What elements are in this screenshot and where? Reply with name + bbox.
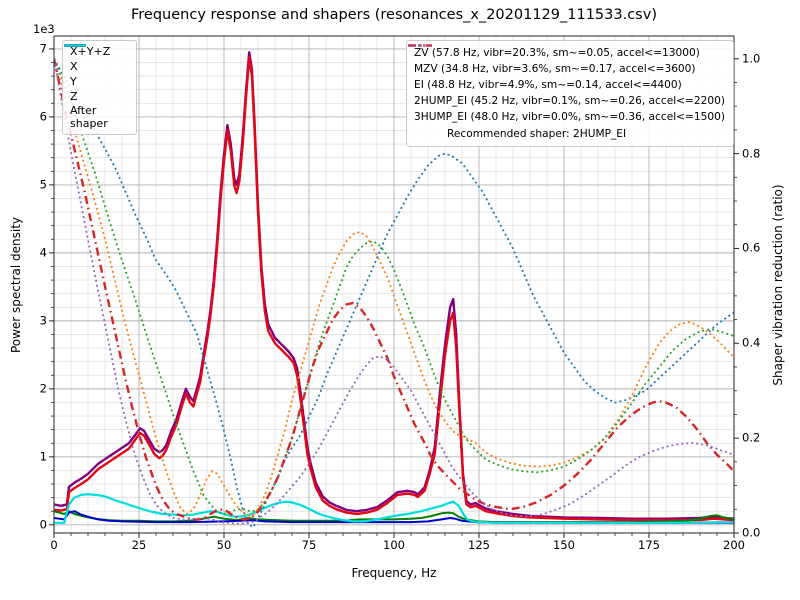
y-left-tick-3: 3 [39,313,47,328]
legend-data-series: X+Y+Z X Y Z After shaper [62,40,137,136]
series-x [54,55,734,522]
x-axis-label: Frequency, Hz [351,566,437,580]
axes-spines-ticks [49,35,739,538]
y-left-tick-6: 6 [39,109,47,124]
series-zv [54,58,734,529]
legend-item-label: Z [70,90,78,104]
legend-item-label: 3HUMP_EI (48.0 Hz, vibr=0.0%, sm~=0.36, … [414,111,725,124]
legend-item-3hump-ei: 3HUMP_EI (48.0 Hz, vibr=0.0%, sm~=0.36, … [408,44,725,126]
y-left-tick-1: 1 [39,449,47,464]
y-left-tick-0: 0 [39,517,47,532]
legend-item-zv: ZV (57.8 Hz, vibr=20.3%, sm~=0.05, accel… [408,44,725,61]
series-curves [54,51,734,529]
series-z [54,510,734,524]
legend-note-recommended-shaper: Recommended shaper: 2HUMP_EI [447,127,627,140]
x-tick-200: 200 [723,538,745,552]
y-right-tick-0.2: 0.2 [742,430,761,445]
legend-item-label: X [70,60,78,74]
legend-sample-3hump-ei [408,44,432,47]
y-right-tick-0.6: 0.6 [742,240,761,255]
y-left-tick-4: 4 [39,245,47,260]
x-tick-25: 25 [131,538,147,552]
y-left-tick-2: 2 [39,381,47,396]
legend-item-y: Y [64,44,128,90]
x-tick-0: 0 [50,538,58,552]
y-right-tick-0.4: 0.4 [742,335,761,350]
legend-item-label: 2HUMP_EI (45.2 Hz, vibr=0.1%, sm~=0.26, … [414,95,725,108]
series-2hump-ei [54,58,734,521]
legend-item-label: EI (48.8 Hz, vibr=4.9%, sm~=0.14, accel<… [414,79,682,92]
x-tick-175: 175 [638,538,660,552]
y-right-tick-0.8: 0.8 [742,145,761,160]
legend-item-label: Y [70,75,77,89]
legend-item-2hump-ei: 2HUMP_EI (45.2 Hz, vibr=0.1%, sm~=0.26, … [408,44,725,110]
legend-shapers: ZV (57.8 Hz, vibr=20.3%, sm~=0.05, accel… [406,40,734,148]
x-tick-50: 50 [216,538,232,552]
legend-item-label: ZV (57.8 Hz, vibr=20.3%, sm~=0.05, accel… [414,46,700,59]
series-3hump-ei [54,58,734,525]
y-right-tick-0.0: 0.0 [742,525,761,540]
y-axis-label-right: Shaper vibration reduction (ratio) [771,184,785,386]
y-left-tick-5: 5 [39,177,47,192]
y-left-tick-7: 7 [39,41,47,56]
y-axis-offset-label: 1e3 [33,22,55,36]
legend-item-x: X [64,44,128,75]
legend-item-ei: EI (48.8 Hz, vibr=4.9%, sm~=0.14, accel<… [408,44,725,93]
y-right-tick-1.0: 1.0 [742,51,761,65]
legend-item-label: After shaper [70,104,108,130]
chart-title: Frequency response and shapers (resonanc… [131,7,657,23]
legend-item-z: Z [64,44,128,105]
series-after-shaper [54,493,734,524]
y-axis-label-left: Power spectral density [9,216,23,354]
legend-item-label: X+Y+Z [70,45,111,59]
legend-sample-after-shaper [64,44,86,47]
x-tick-125: 125 [468,538,490,552]
legend-item-mzv: MZV (34.8 Hz, vibr=3.6%, sm~=0.17, accel… [408,44,725,77]
x-tick-75: 75 [301,538,317,552]
x-tick-100: 100 [383,538,405,552]
legend-item-label: MZV (34.8 Hz, vibr=3.6%, sm~=0.17, accel… [414,62,696,75]
legend-item-after-shaper: After shaper [64,44,128,130]
x-tick-150: 150 [553,538,575,552]
